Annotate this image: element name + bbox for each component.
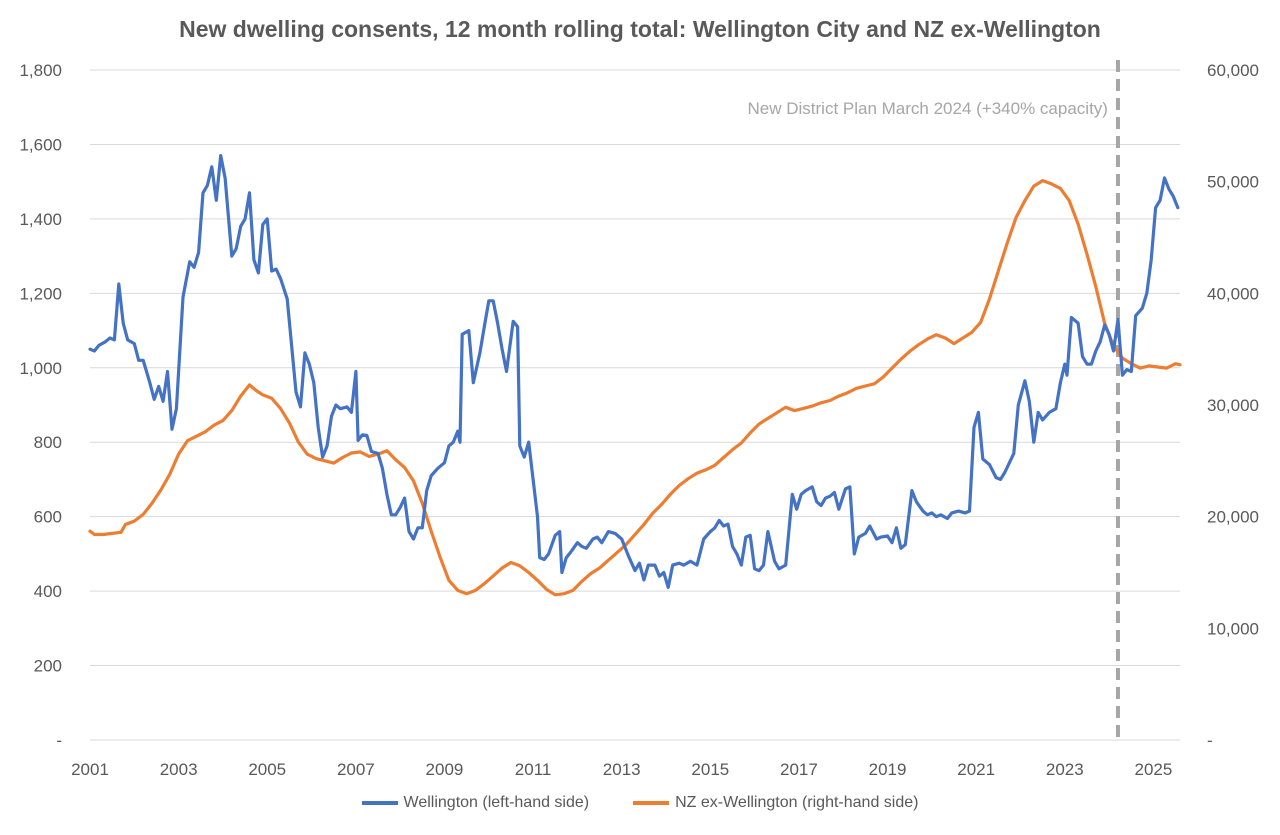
left-tick-label: - [56,731,62,750]
left-tick-label: 1,000 [19,359,62,378]
series-line-wellington [88,154,1180,589]
legend: Wellington (left-hand side) NZ ex-Wellin… [0,794,1280,812]
x-tick-label: 2007 [337,760,375,779]
x-tick-label: 2003 [160,760,198,779]
x-tick-label: 2015 [691,760,729,779]
legend-swatch-wellington [361,801,398,805]
district-plan-annotation: New District Plan March 2024 (+340% capa… [748,99,1108,118]
right-axis-ticks: - 10,000 20,000 30,000 40,000 50,000 60,000 [1207,61,1259,750]
left-tick-label: 1,600 [19,135,62,154]
x-tick-label: 2009 [426,760,464,779]
x-tick-label: 2013 [603,760,641,779]
left-tick-label: 1,800 [19,61,62,80]
left-tick-label: 800 [34,433,62,452]
right-tick-label: 10,000 [1207,619,1259,638]
series-layer [88,154,1182,597]
left-tick-label: 200 [34,657,62,676]
legend-item-nz: NZ ex-Wellington (right-hand side) [633,794,918,812]
x-tick-label: 2025 [1135,760,1173,779]
x-tick-label: 2005 [248,760,286,779]
right-tick-label: 60,000 [1207,61,1259,80]
right-tick-label: 40,000 [1207,284,1259,303]
x-axis-ticks: 2001 2003 2005 2007 2009 2011 2013 2015 2017 2019… [71,760,1172,779]
chart-title: New dwelling consents, 12 month rolling … [179,16,1101,42]
right-tick-label: 30,000 [1207,396,1259,415]
right-tick-label: 20,000 [1207,508,1259,527]
chart-canvas: - 200 400 600 800 1,000 1,200 1,400 1,600 1,800 -… [19,60,1259,779]
left-tick-label: 400 [34,582,62,601]
legend-swatch-nz [633,801,670,805]
right-tick-label: - [1207,731,1213,750]
right-tick-label: 50,000 [1207,173,1259,192]
x-tick-label: 2019 [869,760,907,779]
x-tick-label: 2023 [1046,760,1084,779]
left-axis-ticks: - 200 400 600 800 1,000 1,200 1,400 1,600 1,800 [19,61,62,750]
legend-item-wellington: Wellington (left-hand side) [361,794,590,812]
gridlines [90,69,1180,741]
legend-label-wellington: Wellington (left-hand side) [403,794,590,811]
left-tick-label: 1,200 [19,284,62,303]
legend-label-nz: NZ ex-Wellington (right-hand side) [675,794,919,811]
left-tick-label: 1,400 [19,210,62,229]
x-tick-label: 2011 [515,760,552,779]
x-tick-label: 2021 [957,760,995,779]
left-tick-label: 600 [34,508,62,527]
x-tick-label: 2017 [780,760,818,779]
series-line-nz-ex-wellington [88,179,1182,597]
x-tick-label: 2001 [71,760,109,779]
